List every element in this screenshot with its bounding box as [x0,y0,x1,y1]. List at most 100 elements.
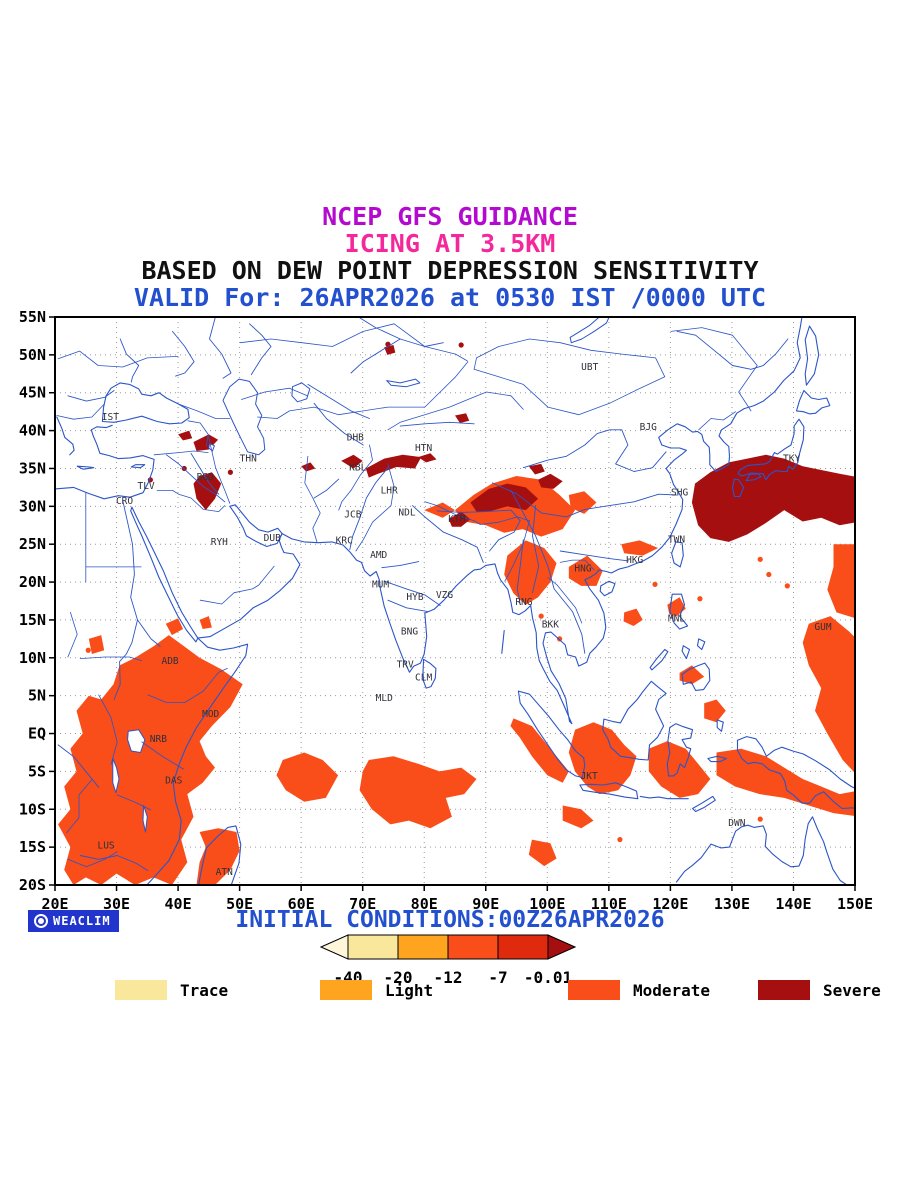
station-label-MOD: MOD [202,709,219,720]
x-tick-label: 150E [837,895,873,913]
island-outline [681,645,691,660]
island-outline [599,580,616,597]
island-outline [130,506,199,643]
icing-regions [58,341,855,885]
lake-outline [112,758,120,794]
legend-label: Light [385,980,434,1000]
legend-swatch-moderate [568,980,620,1000]
station-label-ATN: ATN [216,867,233,878]
y-tick-label: 50N [19,346,46,364]
icing-region-severe-zagros [193,472,222,511]
station-label-BKK: BKK [542,620,559,631]
river [113,499,138,700]
coastline [146,637,249,885]
station-label-RNG: RNG [515,597,532,608]
icing-region-moderate-east-africa [58,635,243,885]
icing-region-moderate-mindanao [679,665,705,685]
station-label-HTN: HTN [415,443,432,454]
icing-region-severe-kunlun [418,453,437,463]
river [209,317,232,379]
parameter-title: ICING AT 3.5KM [344,229,556,258]
icing-speck-moderate [538,613,544,619]
colorbar-tip-right [547,934,577,960]
coastline [281,317,803,725]
river [381,561,420,569]
island-outline [649,648,669,671]
river [532,505,540,594]
station-label-UBT: UBT [581,362,598,373]
icing-speck-moderate [697,596,703,602]
weaclim-logo-icon [34,914,48,928]
island-outline [666,723,694,777]
station-label-DUB: DUB [264,533,281,544]
station-label-TWN: TWN [668,535,685,546]
colorbar: -40 -20 -12 -7 -0.01 [319,934,577,987]
station-label-CLM: CLM [415,673,432,684]
station-label-JKT: JKT [581,771,598,782]
station-label-BJG: BJG [640,422,657,433]
station-label-ADB: ADB [161,656,178,667]
country-border [239,323,468,362]
y-tick-label: 35N [19,459,46,477]
country-border [504,520,530,582]
icing-speck-moderate [617,836,623,843]
country-border [473,338,666,416]
icing-region-moderate-borneo-java [568,722,637,795]
river [119,338,140,383]
icing-region-severe-kashmir [365,454,422,478]
x-tick-label: 110E [591,895,627,913]
icing-region-moderate-maluku [704,699,726,723]
station-label-KRC: KRC [336,535,353,546]
legend-item-severe: Severe [758,980,881,1000]
icing-region-severe-nepal [448,511,471,527]
river [313,402,364,446]
country-border [56,403,105,420]
y-tick-label: 20S [19,876,46,894]
icing-region-moderate-pacific-right [802,616,855,774]
country-border [156,489,226,513]
river [387,599,429,613]
icing-speck-severe [227,469,233,475]
map-area: IST TLV CRO BGD THN RYH DUB DHB KBL HTN LHR JCB NDL K… [0,305,880,917]
x-tick-label: 80E [411,895,438,913]
coastline [639,795,689,800]
river [137,619,161,647]
island-outline [804,325,820,386]
island-outline [736,736,855,810]
weaclim-logo: WEACLIM [28,910,119,932]
x-tick-label: 30E [103,895,130,913]
station-label-CRO: CRO [116,496,133,507]
island-outline [691,795,716,813]
island-outline [696,638,706,651]
country-border [257,361,469,419]
country-border [178,403,231,419]
island-outline [76,465,95,470]
island-outline [669,593,689,630]
icing-region-moderate-pacific-right-low [827,544,855,619]
country-border [559,559,595,571]
island-outline [602,680,667,761]
station-label-KTM: KTM [448,514,465,525]
lake-outline [142,805,148,833]
station-label-THN: THN [240,454,257,465]
coastline [197,825,242,885]
graticule [55,317,855,885]
country-border [153,450,209,456]
icing-region-severe-herat [301,462,316,472]
country-border [79,656,143,662]
coastline [501,629,505,654]
station-label-DWN: DWN [728,818,745,829]
icing-speck-moderate [652,581,658,587]
icing-region-moderate-ind-ocean-w [276,752,339,802]
icing-region-moderate-sudan [88,635,105,654]
icing-region-moderate-yemen [199,616,212,629]
y-tick-label: 20N [19,573,46,591]
x-tick-label: 140E [775,895,811,913]
legend: Trace Light Moderate Severe [0,980,900,1006]
icing-region-moderate-china-se [621,540,659,556]
country-border [387,391,524,431]
icing-region-moderate-indian-ocean-s [528,839,557,867]
river [349,467,389,550]
station-label-IST: IST [102,412,119,423]
island-outline [422,658,437,689]
